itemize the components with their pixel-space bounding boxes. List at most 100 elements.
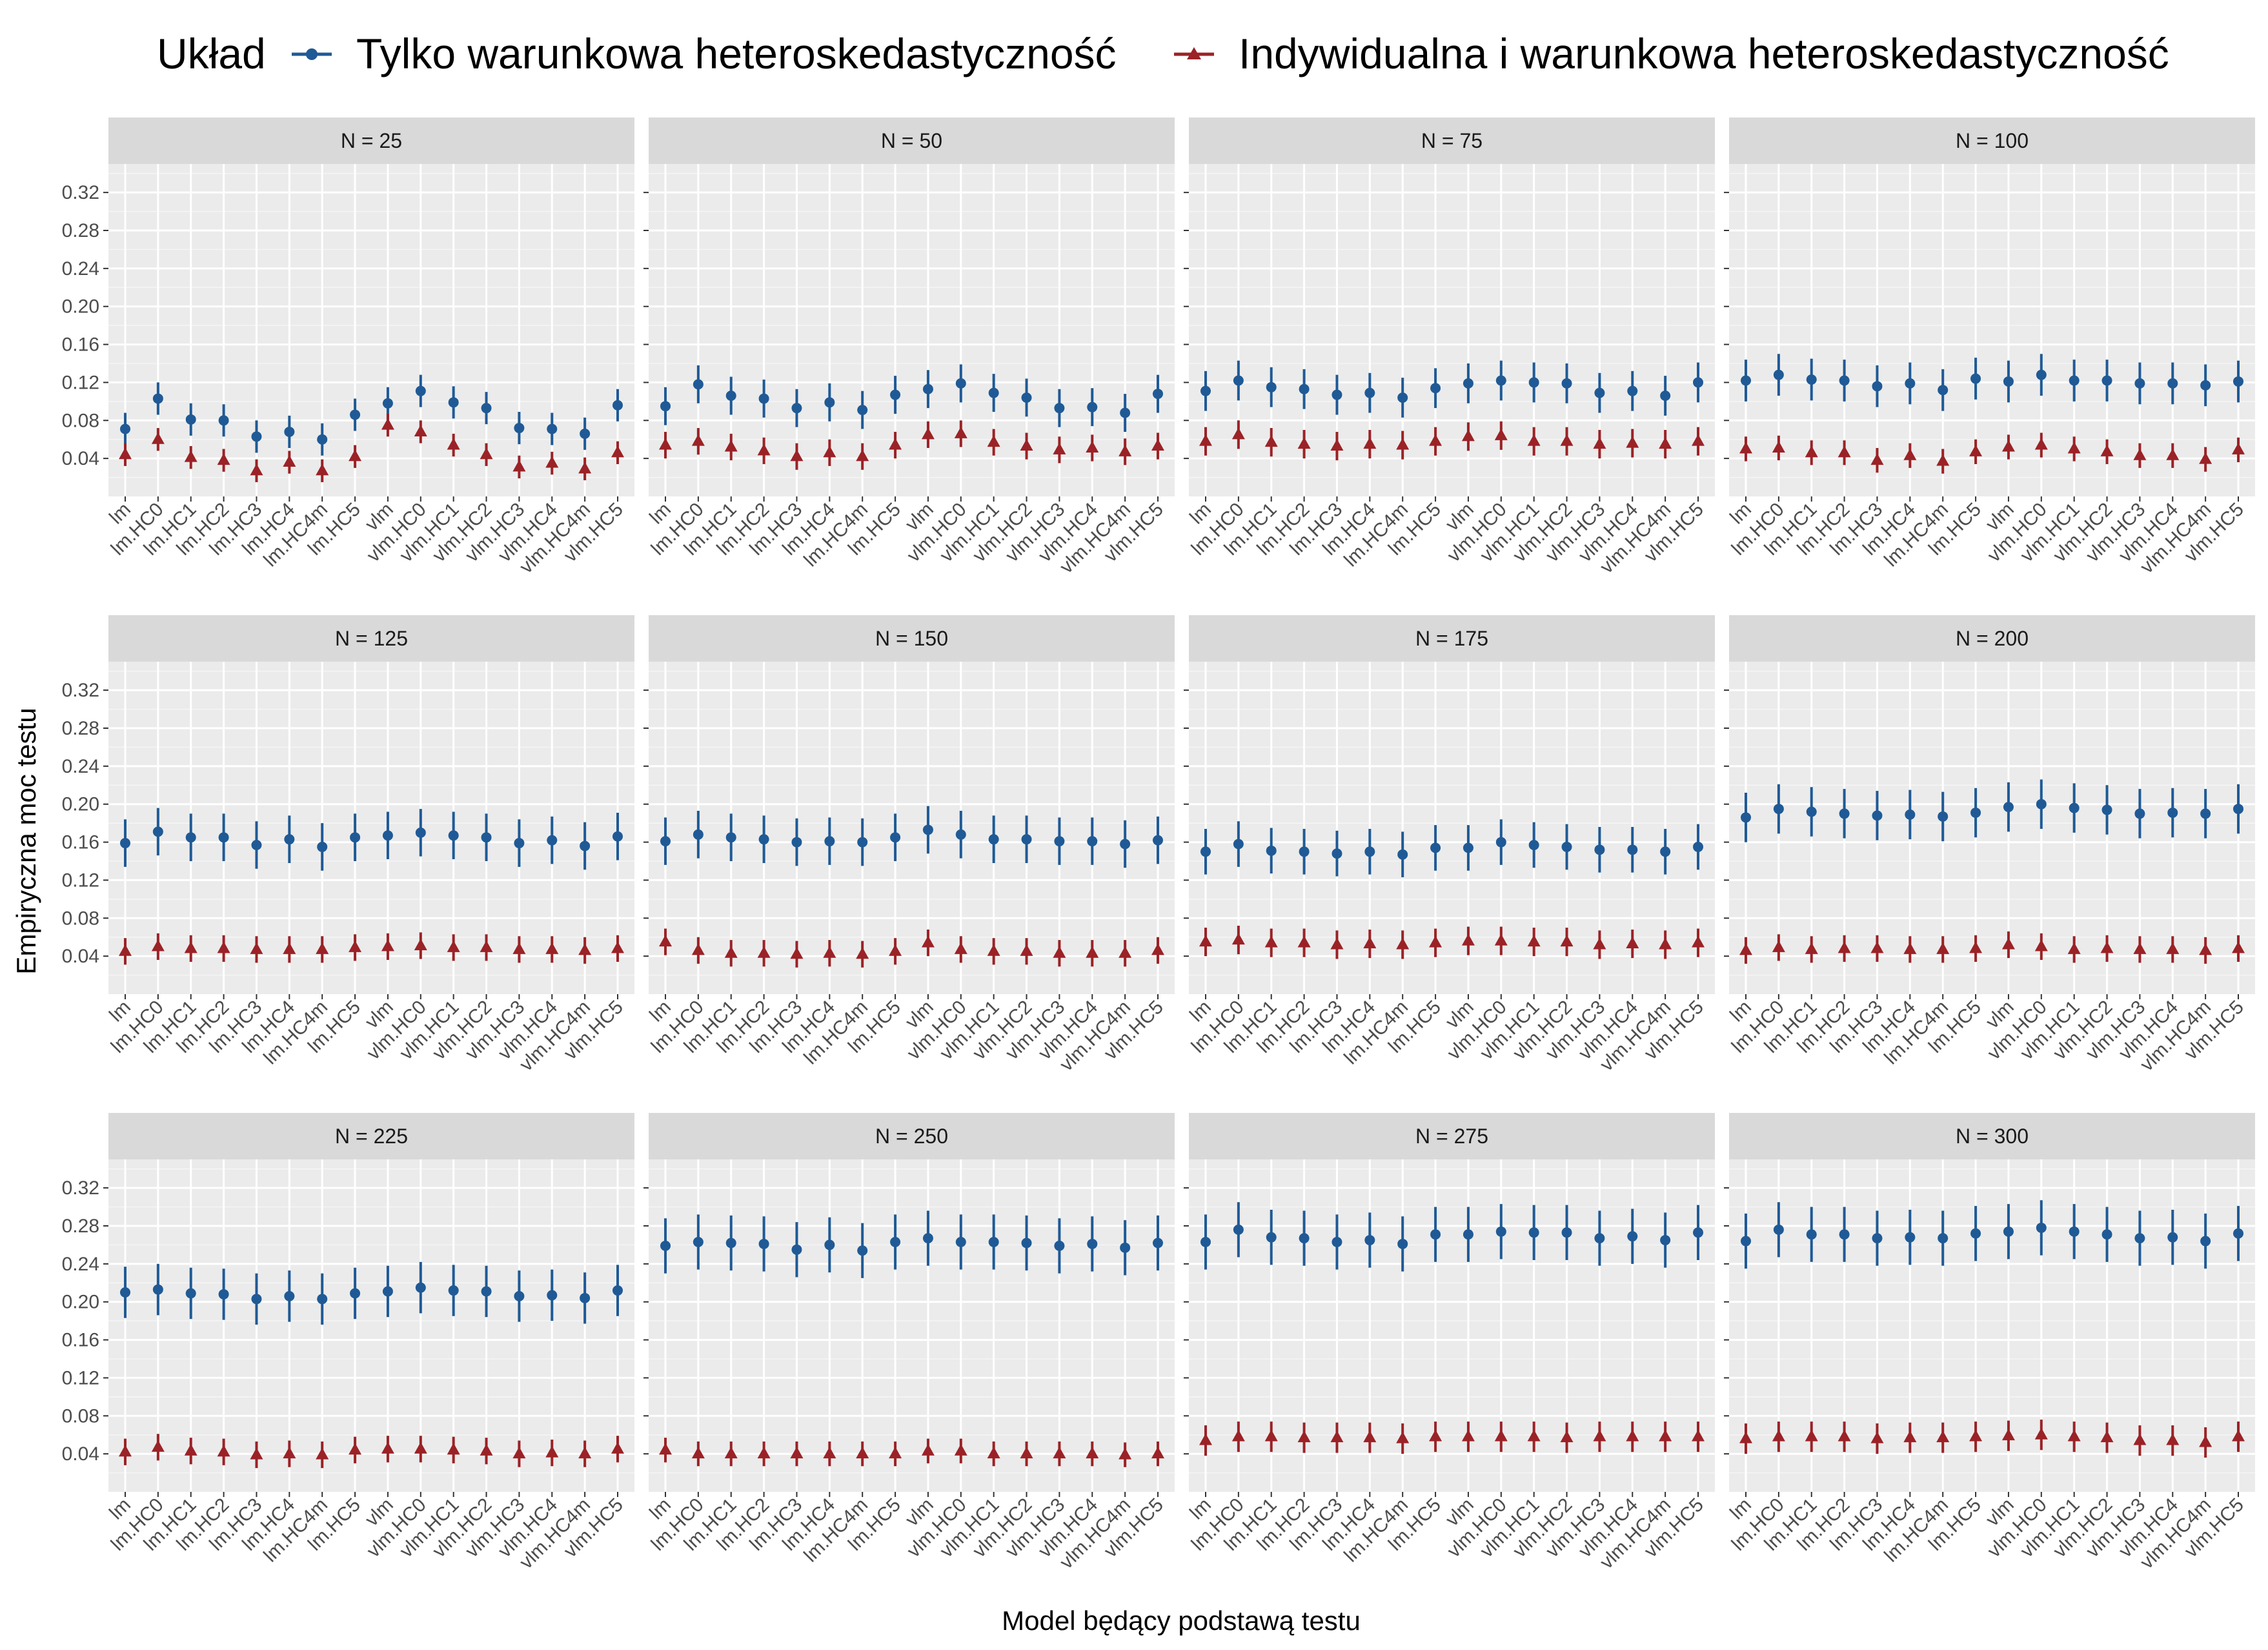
legend-label-red: Indywidualna i warunkowa heteroskedastyc…	[1239, 30, 2169, 77]
y-tick-label: 0.28	[62, 220, 99, 241]
red-point	[1330, 1431, 1344, 1443]
red-point	[691, 943, 705, 955]
facet-strip-label: N = 225	[335, 1125, 408, 1148]
panel-background	[649, 662, 1175, 994]
red-point	[414, 1441, 427, 1454]
red-point	[1363, 1431, 1377, 1443]
panel-background	[108, 662, 634, 994]
y-tick-label: 0.08	[62, 1405, 99, 1427]
blue-point	[2134, 1233, 2145, 1244]
blue-point	[1594, 844, 1605, 855]
red-point	[2166, 448, 2180, 460]
red-point	[691, 1447, 705, 1459]
facet-strip-label: N = 50	[881, 129, 942, 152]
red-point	[889, 438, 902, 450]
blue-point	[1200, 385, 1211, 396]
red-point	[1739, 442, 1752, 454]
blue-point	[1938, 1233, 1949, 1244]
blue-point	[1839, 1229, 1850, 1240]
red-point	[1772, 440, 1785, 453]
red-point	[2133, 1433, 2147, 1445]
blue-point	[1561, 1227, 1572, 1238]
panel-background	[1729, 164, 2255, 496]
red-point	[987, 435, 1000, 447]
y-tick-label: 0.20	[62, 296, 99, 318]
blue-point	[1938, 811, 1949, 822]
blue-point	[1660, 1235, 1671, 1246]
red-point	[316, 942, 329, 954]
blue-point	[218, 415, 229, 426]
blue-point	[1299, 1233, 1310, 1244]
blue-point	[580, 428, 591, 439]
red-point	[611, 445, 624, 458]
red-point	[856, 1447, 869, 1459]
y-tick-label: 0.24	[62, 258, 99, 280]
facet-strip-label: N = 275	[1415, 1125, 1488, 1148]
red-point	[1020, 439, 1033, 451]
blue-point	[2003, 802, 2014, 813]
red-point	[1086, 946, 1099, 958]
red-point	[1231, 1429, 1245, 1441]
red-point	[2232, 442, 2245, 454]
red-point	[1772, 940, 1785, 952]
blue-point	[1495, 837, 1506, 848]
blue-point	[1970, 807, 1981, 818]
blue-point	[2003, 376, 2014, 387]
blue-point	[120, 838, 130, 849]
panel-background	[108, 1159, 634, 1492]
blue-point	[481, 1286, 492, 1297]
red-point	[2067, 1429, 2081, 1441]
blue-point	[547, 835, 558, 846]
blue-point	[251, 1294, 262, 1305]
blue-point	[185, 1288, 196, 1299]
panel-background	[1189, 164, 1715, 496]
blue-point	[481, 832, 492, 843]
red-point	[151, 1440, 165, 1452]
facet-panel: N = 275lmlm.HC0lm.HC1lm.HC2lm.HC3lm.HC4l…	[1184, 1113, 1715, 1573]
blue-point	[514, 1290, 525, 1301]
blue-point	[2167, 1232, 2178, 1243]
facet-panels: N = 250.040.080.120.160.200.240.280.32lm…	[62, 117, 2255, 1573]
red-point	[151, 432, 165, 444]
red-point	[724, 946, 738, 958]
red-point	[889, 944, 902, 956]
red-point	[545, 942, 559, 954]
red-point	[1593, 937, 1606, 950]
red-point	[1297, 437, 1311, 449]
red-point	[1119, 444, 1132, 456]
red-point	[1119, 946, 1132, 958]
blue-point	[2101, 1229, 2112, 1240]
red-point	[2166, 1433, 2180, 1445]
facet-strip-label: N = 175	[1415, 627, 1488, 650]
facet-panel: N = 250.040.080.120.160.200.240.280.32lm…	[62, 117, 634, 578]
red-point	[856, 449, 869, 462]
blue-point	[1087, 402, 1098, 412]
red-point	[757, 1447, 771, 1459]
red-point	[1494, 428, 1508, 440]
red-point	[1330, 937, 1344, 950]
blue-point	[1495, 1226, 1506, 1237]
facet-strip	[1729, 117, 2255, 164]
blue-point	[613, 1285, 623, 1296]
red-point	[1692, 1429, 1705, 1441]
blue-point	[613, 831, 623, 842]
red-point	[1626, 436, 1639, 448]
red-point	[611, 941, 624, 953]
x-axis-title: Model będący podstawą testu	[1002, 1605, 1361, 1636]
blue-point	[120, 1287, 130, 1298]
facet-strip	[649, 615, 1175, 662]
facet-strip	[108, 117, 634, 164]
blue-point	[1495, 375, 1506, 386]
blue-point	[251, 839, 262, 850]
y-tick-label: 0.12	[62, 1367, 99, 1389]
red-point	[790, 1447, 804, 1459]
facet-strip	[108, 1113, 634, 1159]
blue-point	[415, 827, 426, 838]
y-tick-label: 0.16	[62, 1330, 99, 1351]
panel-background	[649, 164, 1175, 496]
blue-point	[1299, 383, 1310, 394]
blue-point	[2167, 378, 2178, 389]
red-point	[447, 438, 460, 450]
blue-point	[1299, 846, 1310, 857]
facet-strip-label: N = 200	[1956, 627, 2029, 650]
